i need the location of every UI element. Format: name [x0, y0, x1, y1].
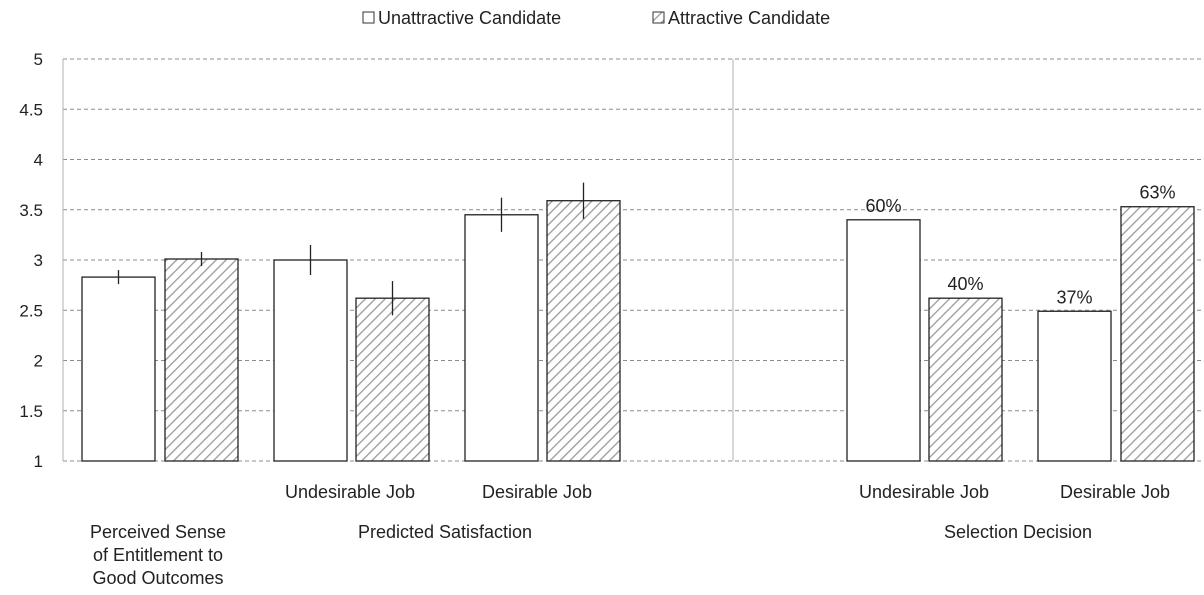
y-tick-label: 2.5 — [19, 301, 43, 320]
bar-attractive — [928, 297, 1003, 462]
group-label: Perceived Sense — [90, 522, 226, 542]
bar-unattractive — [1037, 310, 1112, 462]
bar-attractive — [164, 258, 239, 462]
bar-attractive — [1120, 206, 1195, 462]
bar-unattractive — [464, 214, 539, 462]
y-tick-label: 1.5 — [19, 402, 43, 421]
y-tick-label: 4 — [34, 151, 43, 170]
bar-attractive — [546, 200, 621, 462]
legend-swatch-attractive — [652, 11, 665, 24]
gridlines — [63, 58, 1204, 462]
group-label: of Entitlement to — [93, 545, 223, 565]
legend-label-unattractive: Unattractive Candidate — [378, 8, 561, 28]
bars: 60% 40% 37% 63% — [81, 182, 1195, 462]
y-tick-label: 4.5 — [19, 100, 43, 119]
y-tick-label: 3.5 — [19, 201, 43, 220]
group-label: Selection Decision — [944, 522, 1092, 542]
legend: Unattractive Candidate Attractive Candid… — [362, 8, 830, 28]
value-label: 63% — [1139, 183, 1175, 203]
y-tick-label: 3 — [34, 251, 43, 270]
value-label: 60% — [865, 196, 901, 216]
bar-unattractive — [273, 259, 348, 462]
group-label: Good Outcomes — [92, 568, 223, 588]
y-axis: 1 1.5 2 2.5 3 3.5 4 4.5 5 — [19, 50, 734, 471]
legend-swatch-unattractive — [362, 11, 375, 24]
y-tick-label: 5 — [34, 50, 43, 69]
bar-unattractive — [81, 276, 156, 462]
subgroup-label: Desirable Job — [1060, 482, 1170, 502]
y-tick-label: 2 — [34, 352, 43, 371]
subgroup-label: Undesirable Job — [285, 482, 415, 502]
bar-attractive — [355, 297, 430, 462]
category-labels: Perceived Sense of Entitlement to Good Out… — [90, 482, 1170, 588]
bar-unattractive — [846, 219, 921, 462]
group-label: Predicted Satisfaction — [358, 522, 532, 542]
y-tick-label: 1 — [34, 452, 43, 471]
value-label: 40% — [947, 274, 983, 294]
subgroup-label: Desirable Job — [482, 482, 592, 502]
value-label: 37% — [1056, 287, 1092, 307]
legend-label-attractive: Attractive Candidate — [668, 8, 830, 28]
subgroup-label: Undesirable Job — [859, 482, 989, 502]
